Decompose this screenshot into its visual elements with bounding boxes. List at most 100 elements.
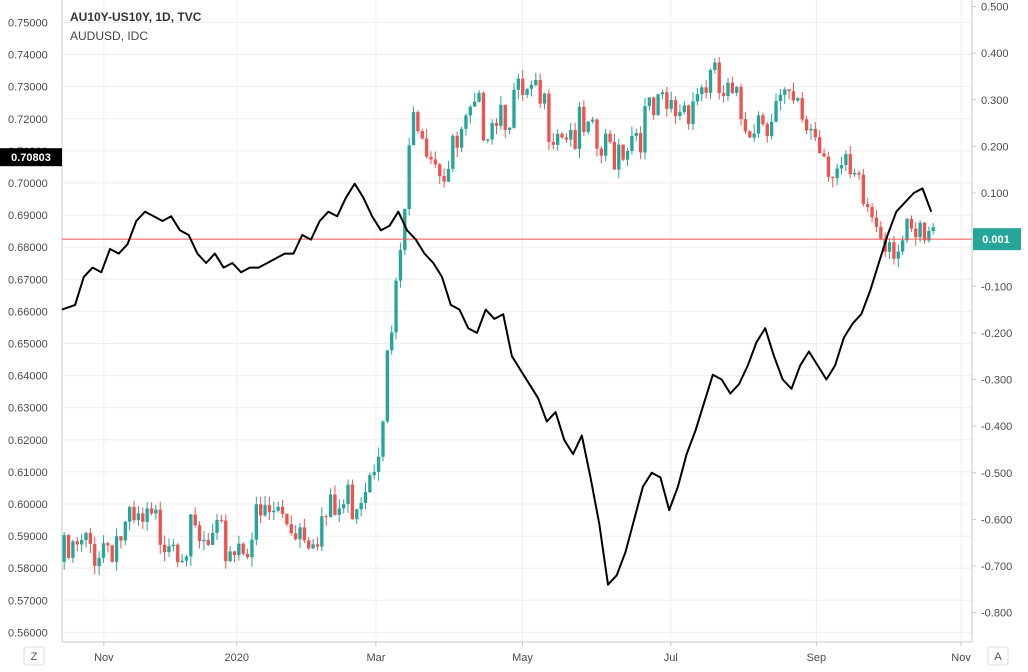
candle-body — [927, 230, 931, 241]
candle-body — [765, 124, 769, 137]
candle-body — [507, 127, 512, 130]
timezone-button[interactable]: Z — [23, 646, 45, 666]
candle-body — [224, 520, 228, 562]
candle-body — [612, 141, 617, 170]
candle-body — [79, 540, 84, 545]
right-axis-tick-label: 0.200 — [981, 141, 1009, 153]
candle-body — [215, 519, 219, 533]
candle-body — [341, 504, 346, 509]
left-axis-tick-label: 0.56000 — [8, 627, 48, 639]
candle-body — [534, 79, 538, 86]
candle-body — [219, 519, 224, 521]
candle-body — [857, 172, 861, 175]
legend-primary: AU10Y-US10Y, 1D, TVC — [70, 10, 202, 24]
x-axis-tick-label: Nov — [951, 652, 971, 664]
left-axis-tick-label: 0.59000 — [8, 531, 48, 543]
candle-body — [682, 105, 686, 113]
candle-body — [542, 93, 547, 104]
candle-body — [831, 176, 835, 179]
candle-body — [363, 492, 368, 503]
left-axis-tick-label: 0.66000 — [8, 306, 48, 318]
candle-body — [494, 123, 499, 126]
candle-body — [647, 97, 652, 107]
candle-body — [730, 82, 735, 93]
left-axis-tick-label: 0.62000 — [8, 435, 48, 447]
candle-body — [429, 156, 433, 160]
candle-body — [285, 513, 289, 525]
left-axis-tick-label: 0.58000 — [8, 563, 48, 575]
right-axis-tick-label: 0.300 — [981, 95, 1009, 107]
candle-body — [101, 543, 106, 558]
right-axis-tick-label: -0.100 — [981, 281, 1012, 293]
candle-body — [346, 484, 350, 505]
candle-body — [721, 93, 726, 96]
right-axis-tick-label: -0.300 — [981, 375, 1012, 387]
candle-body — [922, 222, 927, 241]
candle-body — [783, 89, 787, 95]
candle-body — [839, 165, 844, 169]
candle-body — [547, 93, 551, 143]
candle-body — [551, 142, 555, 145]
left-axis-tick-label: 0.72000 — [8, 114, 48, 126]
right-axis-ticks: 0.5000.4000.3000.2000.1000.000-0.100-0.2… — [972, 2, 1012, 620]
candle-body — [577, 106, 582, 149]
candle-body — [93, 544, 97, 567]
candle-body — [809, 128, 813, 131]
candle-body — [673, 100, 678, 117]
candle-body — [324, 516, 328, 518]
candle-body — [909, 218, 914, 229]
candle-body — [678, 112, 682, 117]
timezone-button-label: Z — [31, 651, 38, 663]
candle-body — [634, 133, 638, 136]
right-axis-tick-label: -0.400 — [981, 421, 1012, 433]
auto-scale-button-label: A — [994, 651, 1002, 663]
candle-body — [652, 97, 656, 116]
right-axis-tick-label: 0.400 — [981, 48, 1009, 60]
candle-body — [804, 119, 809, 131]
candle-body — [350, 484, 355, 520]
candle-body — [643, 106, 647, 153]
candle-body — [328, 494, 333, 518]
candle-body — [660, 92, 665, 95]
candle-body — [516, 78, 521, 90]
last-value-badge-bg — [973, 228, 1021, 251]
candle-body — [193, 514, 197, 526]
candle-body — [604, 133, 608, 156]
candle-body — [263, 505, 267, 516]
candle-body — [874, 217, 879, 227]
candle-body — [320, 516, 324, 547]
candle-body — [595, 119, 599, 149]
candle-body — [114, 536, 119, 562]
candle-body — [189, 514, 193, 557]
candle-body — [835, 168, 839, 179]
candle-body — [398, 250, 403, 281]
auto-scale-button[interactable]: A — [987, 646, 1009, 666]
candle-body — [525, 88, 529, 96]
right-axis-tick-label: -0.800 — [981, 608, 1012, 620]
x-axis-tick-label: Sep — [807, 652, 827, 664]
left-axis-tick-label: 0.69000 — [8, 210, 48, 222]
candle-body — [280, 506, 285, 514]
left-axis-ticks: 0.750000.740000.730000.720000.710000.700… — [8, 17, 48, 639]
candle-body — [376, 456, 381, 472]
candle-body — [123, 521, 127, 541]
candle-body — [106, 543, 110, 546]
candle-body — [71, 541, 75, 558]
left-axis-tick-label: 0.64000 — [8, 371, 48, 383]
candle-body — [896, 251, 900, 259]
candle-body — [158, 509, 162, 545]
candle-body — [887, 242, 892, 252]
candle-body — [486, 139, 490, 141]
candle-body — [337, 508, 341, 515]
candle-body — [162, 544, 167, 553]
candle-body — [315, 544, 320, 547]
legend-secondary: AUDUSD, IDC — [70, 29, 148, 43]
candle-body — [385, 350, 390, 422]
candle-body — [691, 101, 695, 124]
candle-body — [638, 133, 643, 153]
candle-body — [311, 544, 315, 549]
candle-body — [210, 532, 215, 545]
candle-body — [800, 98, 804, 120]
au10y-us10y-line — [61, 182, 933, 586]
